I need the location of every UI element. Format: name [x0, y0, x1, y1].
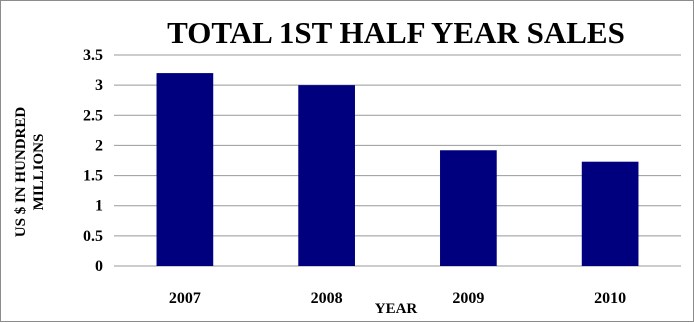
- y-tick-label: 3: [95, 77, 103, 94]
- x-tick-label: 2010: [594, 290, 626, 307]
- x-tick-labels: 2007 2008 2009 2010: [169, 290, 626, 307]
- y-tick-label: 1.5: [83, 168, 103, 185]
- y-tick-label: 0: [95, 258, 103, 275]
- y-tick-label: 2.5: [83, 107, 103, 124]
- x-tick-label: 2008: [311, 290, 343, 307]
- y-axis-label: US $ IN HUNDRED MILLIONS: [13, 107, 47, 238]
- y-axis-label-line-2: MILLIONS: [31, 134, 47, 211]
- y-tick-label: 3.5: [83, 47, 103, 64]
- bar-2009: [440, 150, 497, 266]
- y-tick-label: 1: [95, 198, 103, 215]
- bars: [156, 73, 639, 267]
- x-tick-label: 2009: [452, 290, 484, 307]
- y-axis-label-line-1: US $ IN HUNDRED: [13, 107, 29, 238]
- y-tick-label: 0.5: [83, 228, 103, 245]
- bar-2008: [298, 85, 355, 267]
- bar-2010: [581, 161, 639, 266]
- y-tick-labels: 0 0.5 1 1.5 2 2.5 3 3.5: [83, 47, 103, 275]
- bar-2007: [156, 73, 214, 266]
- x-tick-label: 2007: [169, 290, 201, 307]
- x-axis-label: YEAR: [375, 301, 418, 317]
- y-tick-label: 2: [95, 137, 103, 154]
- chart-title: TOTAL 1ST HALF YEAR SALES: [167, 15, 625, 50]
